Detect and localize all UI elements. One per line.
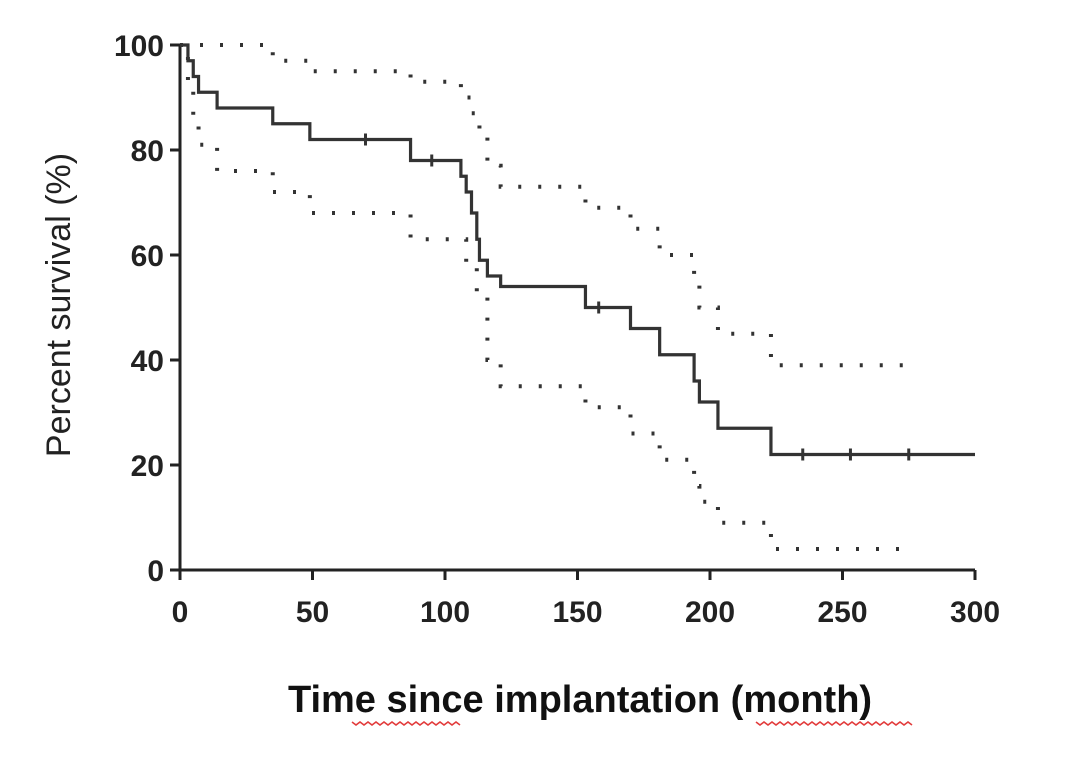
x-tick-label: 250 <box>817 596 867 629</box>
x-tick-label: 300 <box>950 596 1000 629</box>
y-ticks: 0 20 40 60 80 100 <box>114 30 180 588</box>
x-tick-label: 150 <box>552 596 602 629</box>
y-tick-label: 40 <box>131 345 164 378</box>
series-layer <box>180 43 975 551</box>
y-axis-title: Percent survival (%) <box>40 153 78 457</box>
y-tick-label: 100 <box>114 30 164 63</box>
x-tick-label: 100 <box>420 596 470 629</box>
y-tick-label: 80 <box>131 135 164 168</box>
x-tick-label: 200 <box>685 596 735 629</box>
x-ticks: 0 50 100 150 200 250 300 <box>172 570 1000 629</box>
x-tick-label: 0 <box>172 596 189 629</box>
lower-confidence-band <box>180 43 909 551</box>
upper-confidence-band <box>180 43 909 368</box>
spellcheck-underline-month <box>755 721 913 726</box>
y-tick-label: 20 <box>131 450 164 483</box>
y-tick-label: 60 <box>131 240 164 273</box>
x-axis-title: Time since implantation (month) <box>288 679 872 721</box>
spellcheck-underline-since <box>351 721 461 726</box>
censor-layer <box>364 133 911 461</box>
y-tick-label: 0 <box>147 555 164 588</box>
axes: 0 50 100 150 200 250 300 0 20 40 60 80 100 <box>114 30 1000 629</box>
x-tick-label: 50 <box>296 596 329 629</box>
survival-curve <box>180 43 975 457</box>
